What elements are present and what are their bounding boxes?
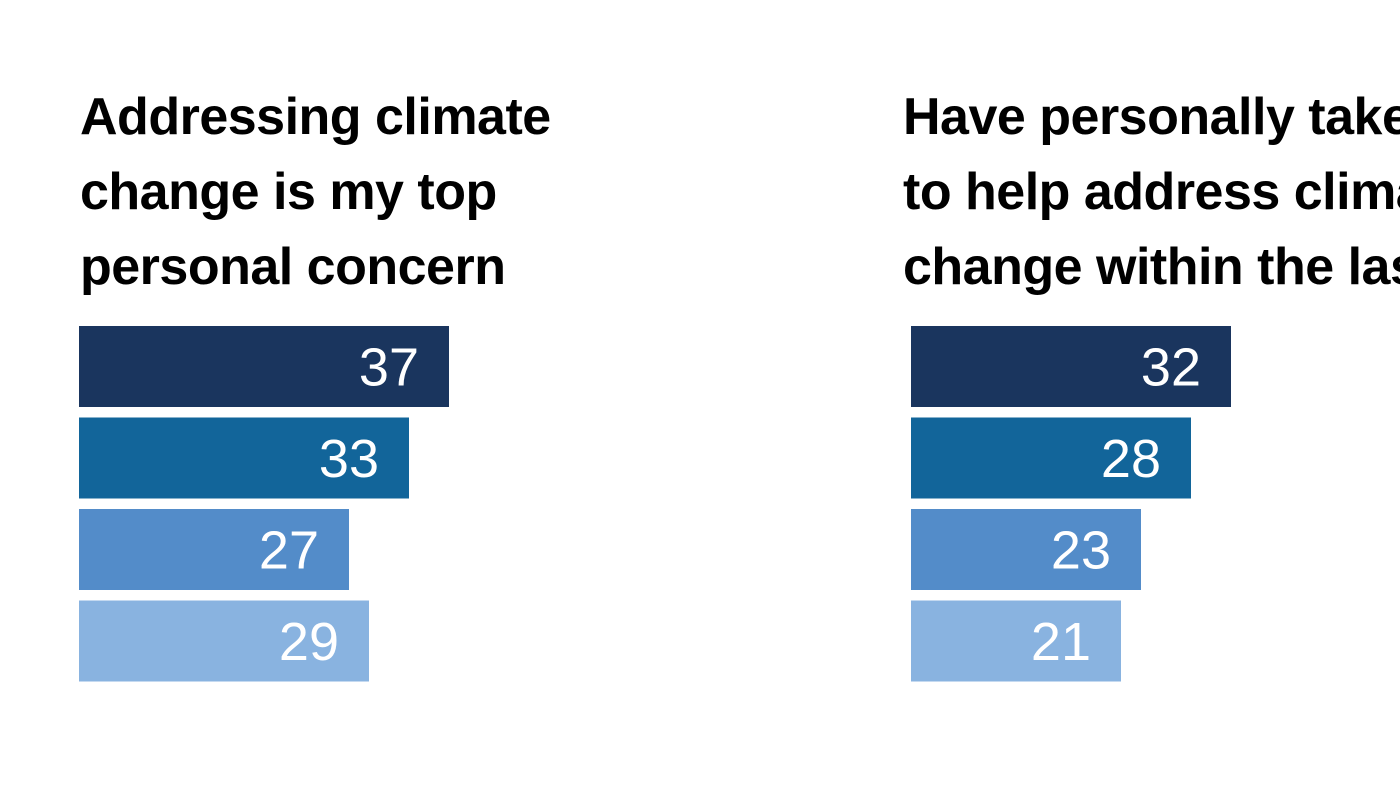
bar: [911, 600, 1121, 682]
bar-chart: 32 28 23 21: [911, 326, 1231, 682]
chart-panel-top-concern: Addressing climate change is my top pers…: [79, 88, 551, 682]
bar-value-label: 32: [1141, 338, 1201, 398]
chart-title: Addressing climate change is my top pers…: [80, 88, 551, 296]
chart-panel-personal-action: Have personally taken action to help add…: [820, 0, 1400, 789]
bar: [911, 326, 1231, 407]
bar: [79, 417, 409, 499]
bar: [79, 326, 449, 407]
bar-value-label: 28: [1101, 429, 1161, 489]
bar-value-label: 33: [319, 429, 379, 489]
bar-value-label: 21: [1031, 612, 1091, 672]
chart-title: Have personally taken action to help add…: [903, 88, 1400, 296]
bar: [79, 509, 349, 590]
bar: [79, 600, 369, 682]
bar-value-label: 23: [1051, 521, 1111, 581]
bar: [911, 417, 1191, 499]
bar-value-label: 37: [359, 338, 419, 398]
bar: [911, 509, 1141, 590]
bar-value-label: 29: [279, 612, 339, 672]
bar-value-label: 27: [259, 521, 319, 581]
